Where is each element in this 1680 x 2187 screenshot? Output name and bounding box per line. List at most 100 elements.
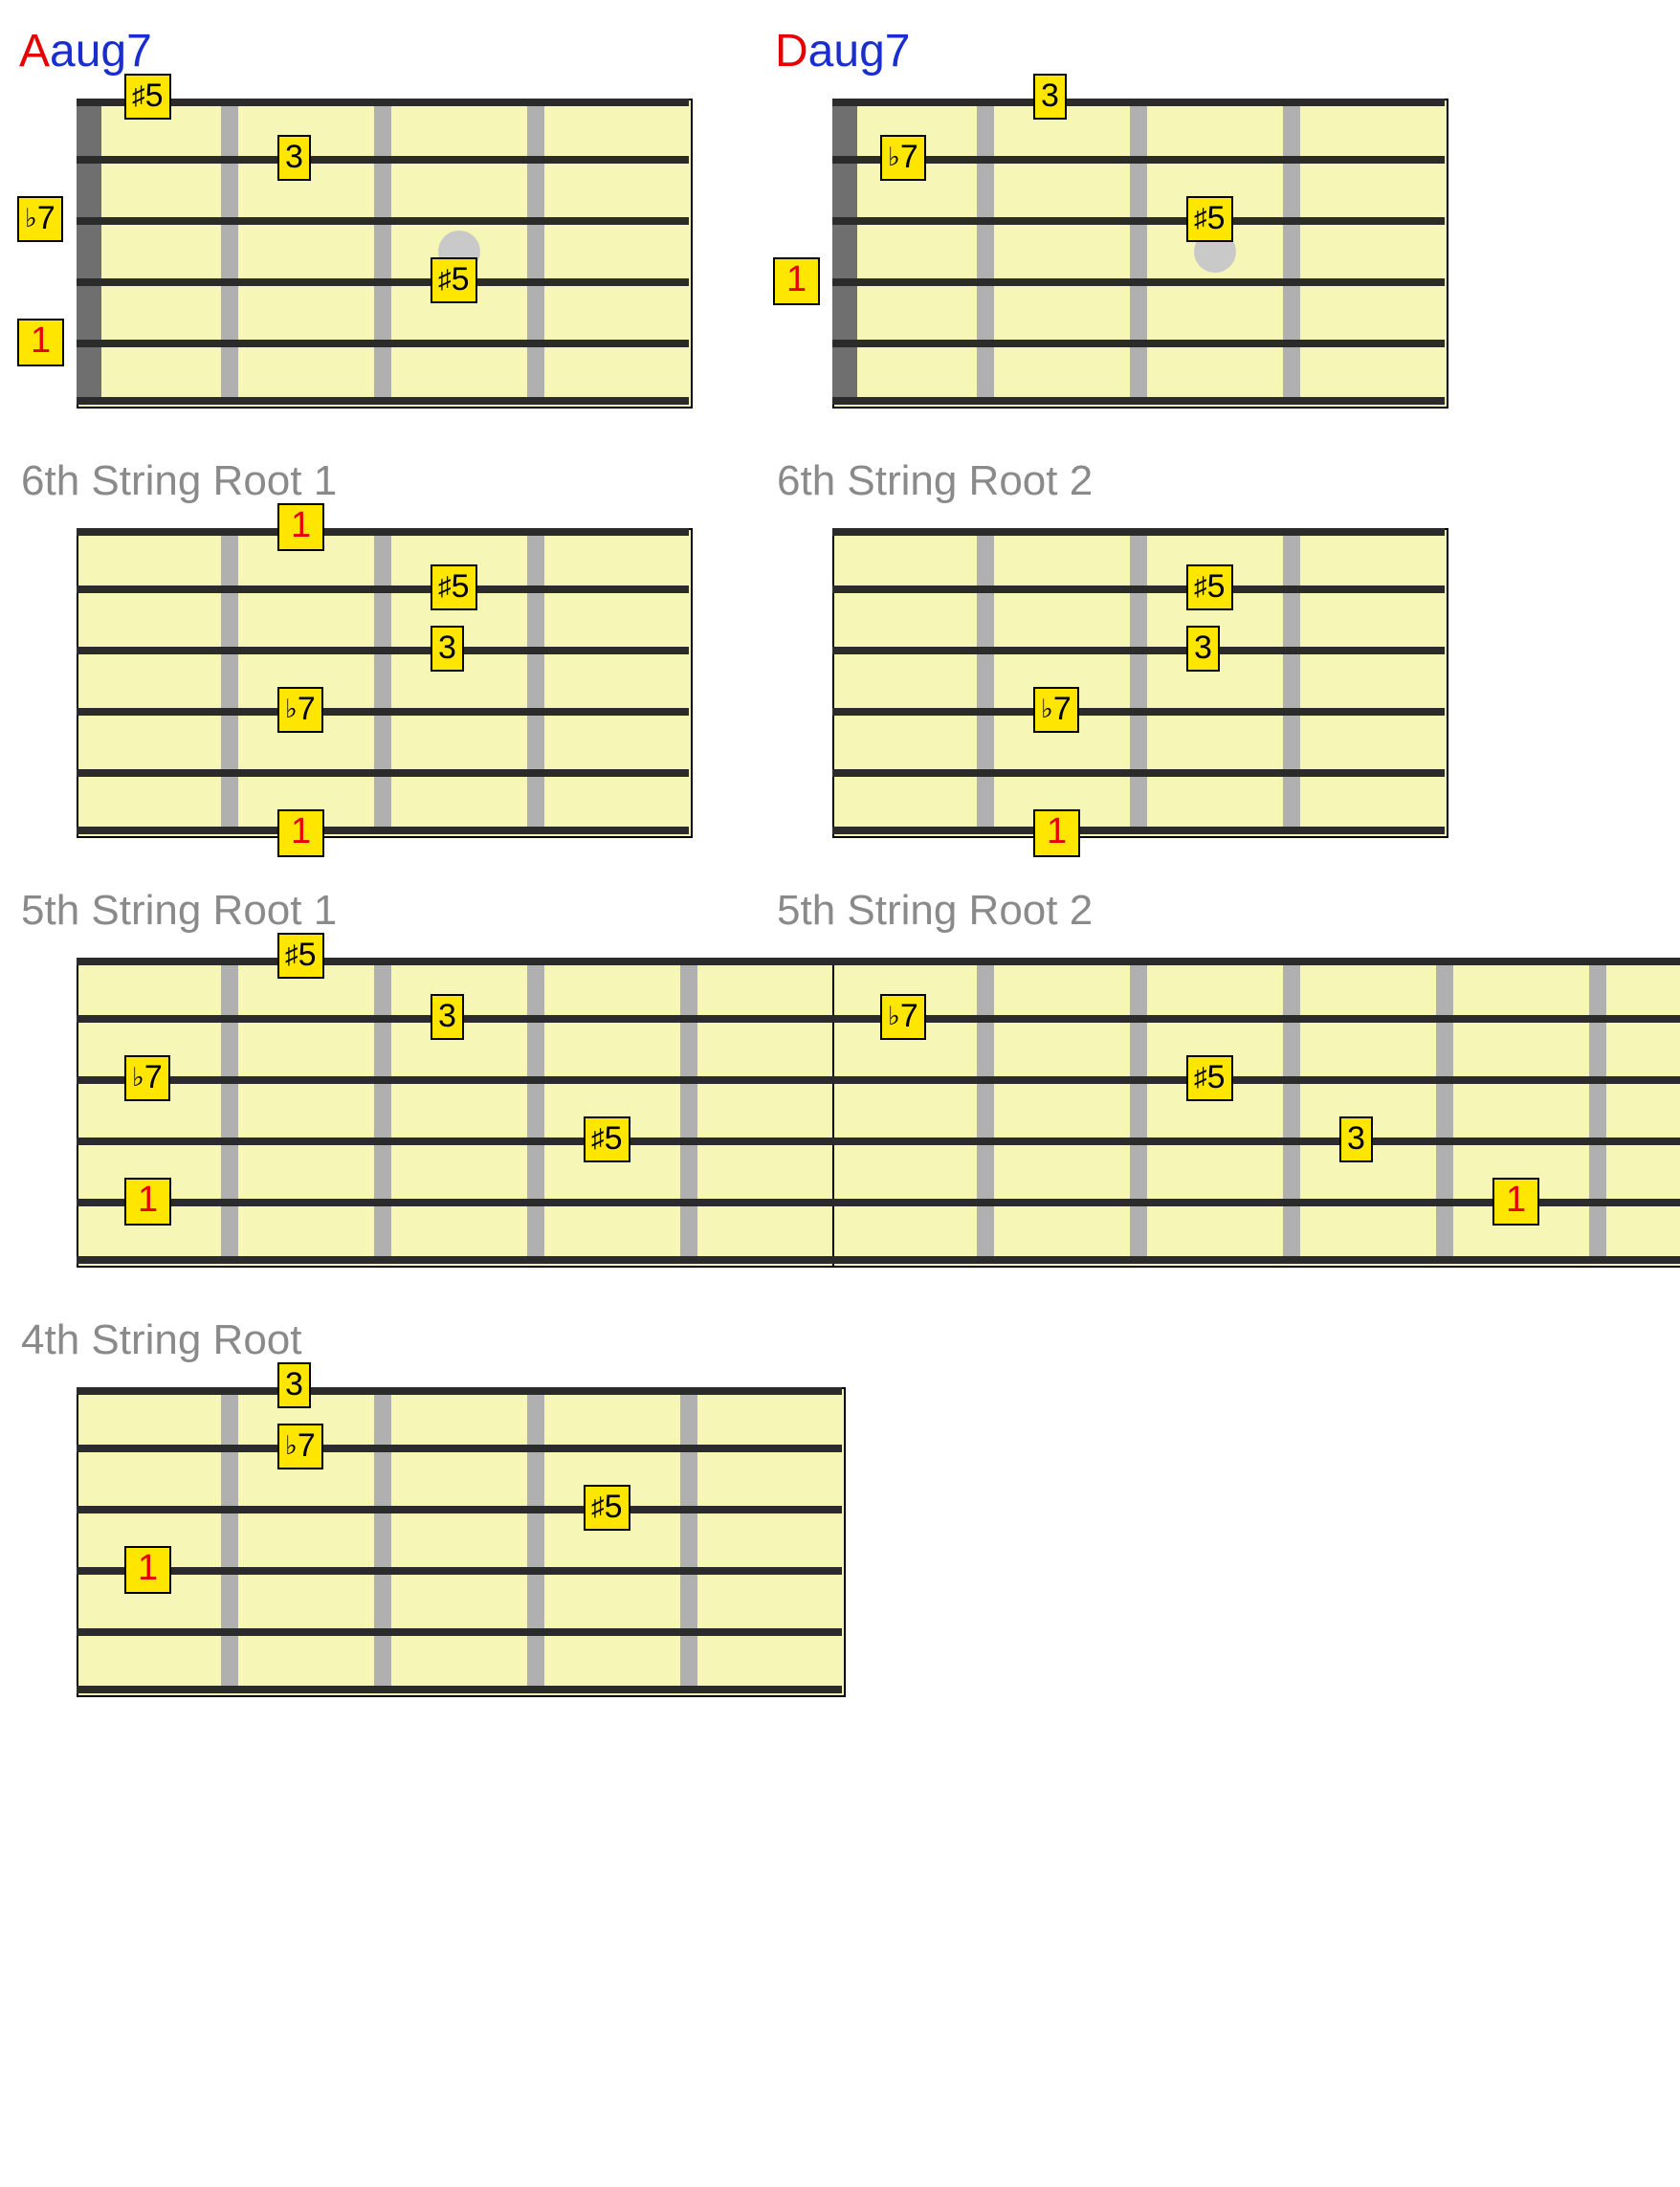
fretboard-5th-root-1: 1♯5♭73♯5 — [19, 948, 861, 1292]
note-interval: 3 — [1339, 1116, 1373, 1162]
string — [832, 340, 1445, 347]
string — [77, 1686, 842, 1693]
nut — [77, 99, 101, 405]
string — [77, 827, 689, 834]
string — [832, 1138, 1680, 1145]
string — [77, 1138, 842, 1145]
string — [832, 585, 1445, 593]
string — [832, 528, 1445, 536]
note-interval: ♭7 — [1033, 687, 1079, 733]
col-aaug7: Aaug7 1♯5♭73♯5 — [19, 27, 775, 438]
string — [832, 1015, 1680, 1023]
chord-quality: aug7 — [808, 26, 911, 77]
string — [77, 708, 689, 716]
note-interval: ♭7 — [124, 1055, 170, 1101]
fret-wire — [374, 528, 391, 834]
fretboard-5th-root-2: 13♯5♭7 — [775, 948, 1680, 1292]
note-interval: 3 — [1033, 74, 1067, 120]
note-root: 1 — [124, 1178, 171, 1226]
fret-wire — [680, 958, 697, 1264]
string — [77, 1445, 842, 1452]
row-5th-string: 5th String Root 1 1♯5♭73♯5 5th String Ro… — [19, 868, 1661, 1297]
string — [832, 708, 1445, 716]
note-interval: ♯5 — [431, 257, 477, 303]
label-6th-string-root-2: 6th String Root 2 — [777, 457, 1531, 505]
string — [77, 278, 689, 286]
fret-wire — [977, 958, 994, 1264]
fretboard-background — [832, 958, 1680, 1268]
note-interval: 3 — [277, 135, 311, 181]
chord-root: A — [19, 26, 50, 77]
note-interval: ♭7 — [17, 196, 63, 242]
note-root: 1 — [277, 809, 324, 857]
string — [832, 99, 1445, 106]
note-root: 1 — [1492, 1178, 1539, 1226]
note-interval: 3 — [431, 626, 464, 672]
note-interval: ♭7 — [277, 687, 323, 733]
fret-wire — [221, 958, 238, 1264]
fret-wire — [1283, 99, 1300, 405]
string — [832, 827, 1445, 834]
note-interval: 3 — [277, 1362, 311, 1408]
fret-wire — [527, 528, 544, 834]
fret-wire — [374, 1387, 391, 1693]
label-4th-string-root: 4th String Root — [21, 1316, 775, 1364]
fret-wire — [1283, 958, 1300, 1264]
fretboard-aaug7: 1♯5♭73♯5 — [19, 89, 708, 433]
fretboard-6th-root-2: 1 ♭7 3 ♯5 — [775, 519, 1464, 863]
row-4th-string: 4th String Root 1♯5♭73 — [19, 1297, 1661, 1727]
string — [77, 528, 689, 536]
fret-wire — [374, 958, 391, 1264]
string — [77, 397, 689, 405]
label-5th-string-root-2: 5th String Root 2 — [777, 887, 1531, 935]
col-5th-2: 5th String Root 2 13♯5♭7 — [775, 868, 1531, 1297]
label-6th-string-root-1: 6th String Root 1 — [21, 457, 775, 505]
fret-wire — [527, 99, 544, 405]
fret-wire — [1130, 958, 1147, 1264]
note-root: 1 — [1033, 809, 1080, 857]
chord-root: D — [775, 26, 808, 77]
fret-wire — [1130, 99, 1147, 405]
string — [832, 958, 1680, 965]
string — [77, 1506, 842, 1513]
title-aaug7: Aaug7 — [19, 27, 775, 77]
string — [832, 769, 1445, 777]
note-interval: ♭7 — [880, 994, 926, 1040]
note-root: 1 — [277, 503, 324, 551]
col-5th-1: 5th String Root 1 1♯5♭73♯5 — [19, 868, 775, 1297]
label-5th-string-root-1: 5th String Root 1 — [21, 887, 775, 935]
string — [832, 217, 1445, 225]
fret-wire — [1436, 958, 1453, 1264]
col-6th-1: 6th String Root 1 1♭73♯51 — [19, 438, 775, 868]
string — [832, 278, 1445, 286]
row-6th-string: 6th String Root 1 1 ♭7 3 ♯5 1 6th String Roo… — [19, 438, 1661, 868]
fret-wire — [1130, 528, 1147, 834]
fretboard-daug7: 1♯5♭73 — [775, 89, 1464, 433]
string — [77, 340, 689, 347]
col-6th-2: 6th String Root 2 1 ♭7 3 ♯5 — [775, 438, 1531, 868]
string — [77, 1076, 842, 1084]
string — [832, 647, 1445, 654]
row-chord-top: Aaug7 1♯5♭73 ♯5 Daug7 1♯5♭73 — [19, 27, 1661, 438]
string — [832, 397, 1445, 405]
note-interval: 3 — [1186, 626, 1220, 672]
nut — [832, 99, 857, 405]
fretboard-4th-root: 1♯5♭73 — [19, 1378, 861, 1722]
fret-wire — [1589, 958, 1606, 1264]
string — [77, 585, 689, 593]
string — [77, 647, 689, 654]
note-root: 1 — [17, 319, 64, 366]
fret-wire — [221, 528, 238, 834]
fretboard-6th-root-1: 1♭73♯51 — [19, 519, 708, 863]
col-daug7: Daug7 1♯5♭73 — [775, 27, 1531, 438]
note-interval: ♯5 — [584, 1485, 630, 1531]
string — [77, 1256, 842, 1264]
string — [77, 1628, 842, 1636]
string — [77, 1387, 842, 1395]
note-interval: 3 — [431, 994, 464, 1040]
title-daug7: Daug7 — [775, 27, 1531, 77]
note-interval: ♯5 — [1186, 564, 1233, 610]
fret-wire — [977, 99, 994, 405]
string — [832, 1076, 1680, 1084]
fretboard-background — [77, 1387, 846, 1697]
